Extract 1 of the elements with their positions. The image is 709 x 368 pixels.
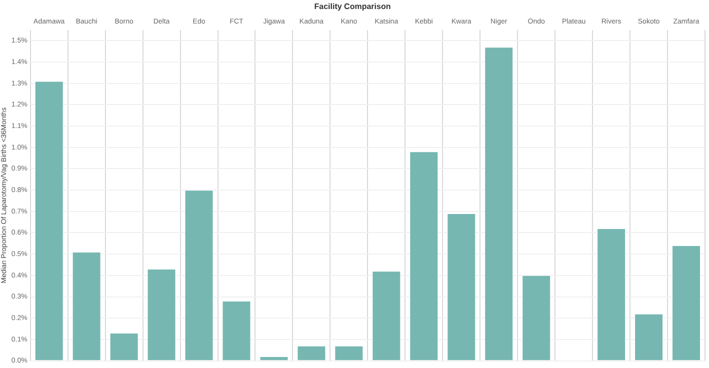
chart-title: Facility Comparison [314,2,391,12]
